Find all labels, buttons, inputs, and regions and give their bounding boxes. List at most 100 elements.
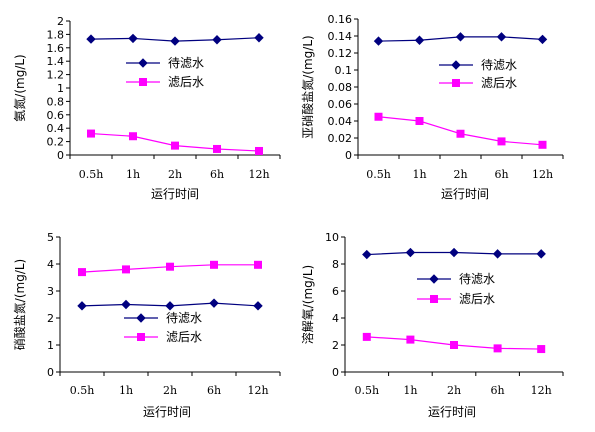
legend-marker <box>139 78 147 86</box>
legend-entry: 滤后水 <box>124 330 202 344</box>
x-tick-label: 2h <box>163 384 177 397</box>
y-axis-title: 溶解氧/(mg/L) <box>300 265 315 344</box>
x-tick-label: 0.5h <box>355 384 380 397</box>
x-tick-label: 0.5h <box>70 384 95 397</box>
data-point <box>537 34 548 45</box>
data-point <box>493 344 502 353</box>
legend-label: 滤后水 <box>481 76 517 90</box>
x-tick-label: 6h <box>494 168 508 181</box>
data-point <box>537 345 546 354</box>
legend-marker <box>138 58 148 68</box>
data-point <box>362 249 372 260</box>
data-point <box>129 132 137 141</box>
legend-marker <box>451 60 461 70</box>
y-tick-label: 0 <box>345 149 352 162</box>
y-tick-label: 0.1 <box>335 64 353 77</box>
data-point <box>362 332 371 341</box>
y-tick-label: 0.08 <box>328 81 353 94</box>
data-point <box>209 298 219 308</box>
legend-label: 滤后水 <box>459 292 495 306</box>
y-tick-label: 1.2 <box>47 69 65 82</box>
y-axis-title: 硝酸盐氮/(mg/L) <box>12 259 27 350</box>
data-point <box>373 36 384 46</box>
y-tick-label: 2 <box>57 15 64 28</box>
data-point <box>254 33 264 43</box>
x-tick-label: 2h <box>453 168 467 181</box>
data-point <box>170 36 180 46</box>
legend-label: 滤后水 <box>168 75 204 89</box>
data-point <box>77 301 87 311</box>
x-tick-label: 2h <box>447 384 461 397</box>
data-point <box>255 146 263 155</box>
legend-entry: 滤后水 <box>417 292 495 306</box>
y-tick-label: 0.12 <box>328 47 353 60</box>
data-point <box>253 301 263 311</box>
y-tick-label: 0 <box>332 366 339 379</box>
x-tick-label: 6h <box>210 168 224 181</box>
series-filtered <box>87 129 263 155</box>
legend-marker <box>429 274 439 284</box>
data-point <box>165 301 175 311</box>
y-tick-label: 3 <box>47 285 54 298</box>
y-tick-label: 0.4 <box>47 122 65 135</box>
y-tick-label: 1.4 <box>47 55 65 68</box>
data-point <box>122 265 130 274</box>
y-tick-label: 0.06 <box>328 98 353 111</box>
data-point <box>171 141 179 150</box>
legend-marker <box>137 333 145 341</box>
data-point <box>538 140 547 149</box>
y-tick-label: 1.6 <box>47 42 65 55</box>
data-point <box>455 32 466 42</box>
x-axis-title: 运行时间 <box>441 187 489 201</box>
series-untreated <box>373 32 548 46</box>
series-untreated <box>86 33 264 46</box>
x-tick-label: 12h <box>532 168 553 181</box>
data-point <box>87 129 95 138</box>
data-point <box>213 144 221 153</box>
x-tick-label: 6h <box>207 384 221 397</box>
y-tick-label: 5 <box>47 231 54 244</box>
data-point <box>254 260 262 269</box>
data-point <box>128 33 138 44</box>
data-point <box>374 112 383 121</box>
data-point <box>166 262 174 271</box>
chart-panel-2: 0 0.02 0.04 0.06 0.08 0.1 0.12 0.14 0.16 0.5h 1h 2h… <box>300 13 564 201</box>
y-tick-label: 0 <box>57 149 64 162</box>
legend-label: 待滤水 <box>168 56 204 70</box>
x-tick-label: 6h <box>491 384 505 397</box>
series-filtered <box>78 260 262 277</box>
y-tick-label: 8 <box>332 258 339 271</box>
y-axis-title: 亚硝酸盐氮/(mg/L) <box>300 35 315 138</box>
legend-entry: 待滤水 <box>417 272 495 286</box>
y-tick-label: 0.16 <box>328 13 353 26</box>
legend-entry: 待滤水 <box>124 311 202 325</box>
data-point <box>212 35 222 45</box>
x-tick-label: 1h <box>403 384 417 397</box>
y-tick-label: 4 <box>332 312 339 325</box>
legend-marker <box>136 313 146 323</box>
y-tick-label: 10 <box>325 231 339 244</box>
y-tick-label: 1 <box>47 339 54 352</box>
x-tick-label: 0.5h <box>79 168 104 181</box>
data-point <box>449 247 459 258</box>
data-point <box>450 341 458 349</box>
legend-entry: 待滤水 <box>439 58 517 72</box>
x-tick-label: 12h <box>248 168 269 181</box>
legend-label: 滤后水 <box>166 330 202 344</box>
data-point <box>415 117 424 125</box>
legend-entry: 待滤水 <box>126 56 204 70</box>
y-axis-title: 氨氮/(mg/L) <box>12 54 27 121</box>
data-point <box>121 299 131 310</box>
x-axis-title: 运行时间 <box>428 405 476 419</box>
data-point <box>406 335 415 344</box>
x-tick-label: 1h <box>126 168 140 181</box>
series-untreated <box>362 247 546 260</box>
x-tick-label: 0.5h <box>366 168 391 181</box>
y-tick-label: 2 <box>332 339 339 352</box>
data-point <box>492 249 503 259</box>
legend-marker <box>430 295 438 303</box>
y-tick-label: 0 <box>47 366 54 379</box>
legend-label: 待滤水 <box>481 58 517 72</box>
